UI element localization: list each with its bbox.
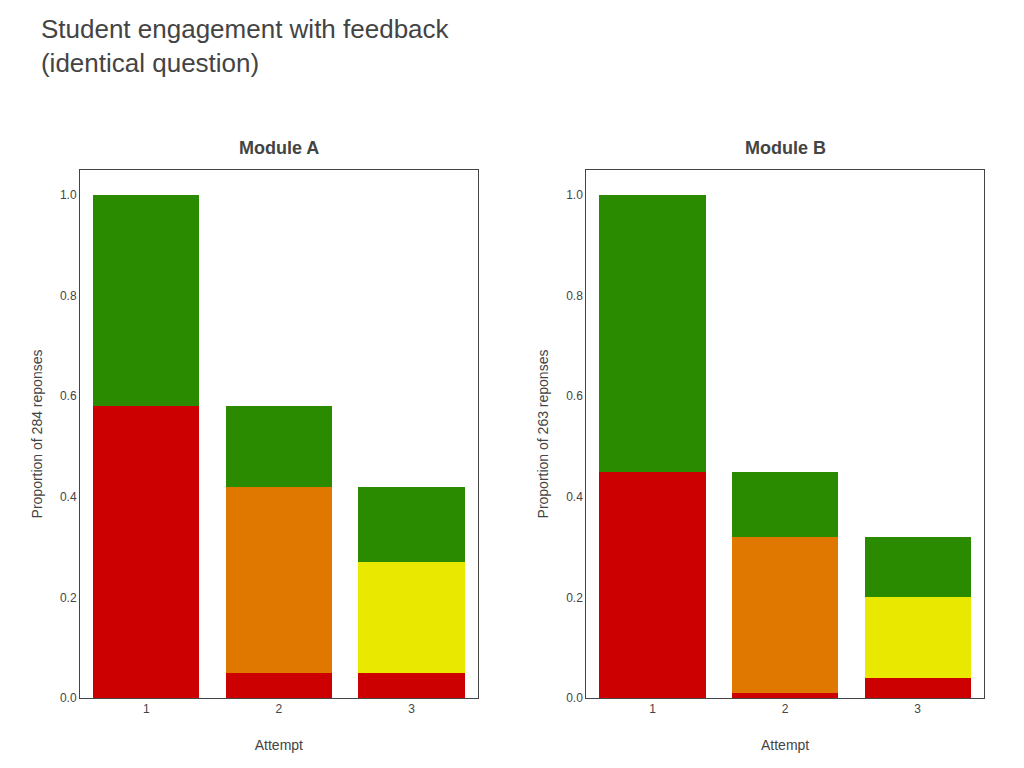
svg-text:0.8: 0.8 [60, 289, 77, 303]
svg-text:Attempt: Attempt [255, 737, 303, 753]
svg-text:0.2: 0.2 [566, 591, 583, 605]
svg-text:0.8: 0.8 [566, 289, 583, 303]
svg-text:0.0: 0.0 [566, 691, 583, 705]
svg-text:2: 2 [782, 702, 789, 716]
svg-text:0.6: 0.6 [566, 389, 583, 403]
svg-text:Module B: Module B [745, 138, 826, 158]
svg-text:3: 3 [914, 702, 921, 716]
svg-text:Module A: Module A [239, 138, 319, 158]
svg-text:1.0: 1.0 [566, 188, 583, 202]
svg-text:0.4: 0.4 [566, 490, 583, 504]
svg-text:1: 1 [143, 702, 150, 716]
svg-text:3: 3 [408, 702, 415, 716]
svg-text:Attempt: Attempt [761, 737, 809, 753]
svg-text:Student engagement with feedba: Student engagement with feedback(identic… [41, 14, 450, 78]
svg-text:Proportion of 263 reponses: Proportion of 263 reponses [535, 350, 551, 519]
svg-text:2: 2 [276, 702, 283, 716]
svg-text:1: 1 [649, 702, 656, 716]
svg-text:1.0: 1.0 [60, 188, 77, 202]
svg-text:0.2: 0.2 [60, 591, 77, 605]
svg-text:0.0: 0.0 [60, 691, 77, 705]
svg-text:0.4: 0.4 [60, 490, 77, 504]
svg-text:0.6: 0.6 [60, 389, 77, 403]
svg-text:Proportion of 284 reponses: Proportion of 284 reponses [29, 350, 45, 519]
